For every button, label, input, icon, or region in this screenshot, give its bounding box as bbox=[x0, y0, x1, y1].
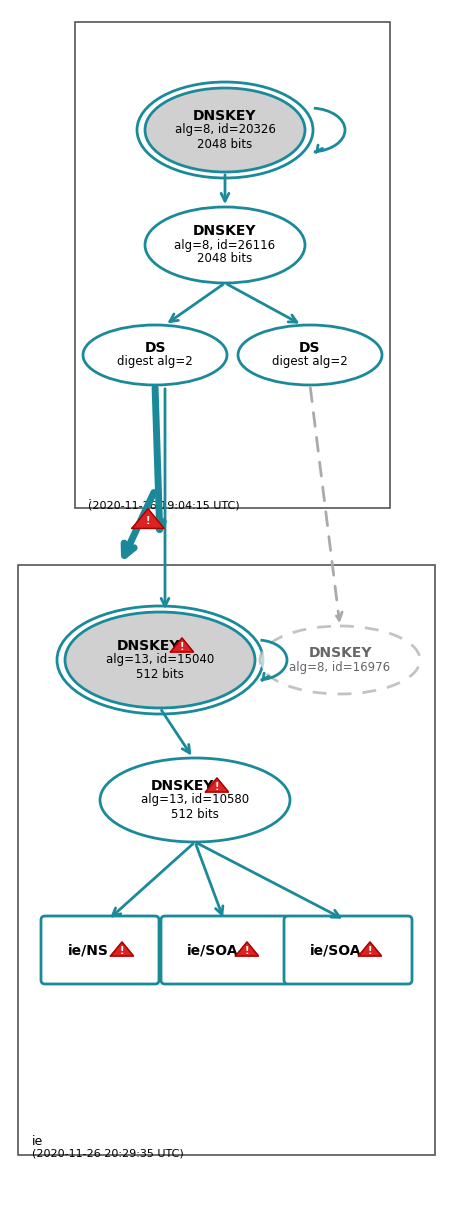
Text: alg=13, id=15040: alg=13, id=15040 bbox=[106, 653, 214, 666]
Text: ie/SOA: ie/SOA bbox=[187, 943, 239, 957]
Ellipse shape bbox=[100, 758, 290, 842]
Text: digest alg=2: digest alg=2 bbox=[117, 356, 193, 368]
Text: DNSKEY: DNSKEY bbox=[116, 639, 180, 653]
Text: !: ! bbox=[146, 515, 150, 526]
Ellipse shape bbox=[145, 88, 305, 173]
FancyBboxPatch shape bbox=[284, 916, 412, 984]
Text: DS: DS bbox=[299, 342, 321, 355]
Text: DS: DS bbox=[144, 342, 166, 355]
Text: ie: ie bbox=[32, 1135, 43, 1148]
Text: !: ! bbox=[368, 945, 372, 956]
Text: alg=8, id=16976: alg=8, id=16976 bbox=[290, 660, 391, 674]
Text: !: ! bbox=[245, 945, 249, 956]
Polygon shape bbox=[110, 941, 133, 956]
FancyBboxPatch shape bbox=[41, 916, 159, 984]
Text: DNSKEY: DNSKEY bbox=[193, 225, 257, 238]
Ellipse shape bbox=[83, 325, 227, 385]
Text: (2020-11-26 20:29:35 UTC): (2020-11-26 20:29:35 UTC) bbox=[32, 1148, 184, 1158]
Ellipse shape bbox=[145, 206, 305, 282]
Bar bbox=[75, 22, 390, 508]
Text: 512 bits: 512 bits bbox=[136, 667, 184, 681]
Polygon shape bbox=[359, 941, 382, 956]
Bar bbox=[18, 565, 435, 1155]
Text: alg=8, id=26116: alg=8, id=26116 bbox=[175, 239, 276, 251]
Text: (2020-11-26 19:04:15 UTC): (2020-11-26 19:04:15 UTC) bbox=[88, 501, 239, 511]
Ellipse shape bbox=[238, 325, 382, 385]
Text: 2048 bits: 2048 bits bbox=[198, 138, 253, 151]
Text: DNSKEY: DNSKEY bbox=[308, 646, 372, 660]
Polygon shape bbox=[132, 509, 164, 529]
Text: !: ! bbox=[180, 641, 184, 652]
Text: DNSKEY: DNSKEY bbox=[151, 779, 215, 793]
Text: !: ! bbox=[215, 781, 219, 792]
Ellipse shape bbox=[65, 612, 255, 709]
Text: ie/NS: ie/NS bbox=[68, 943, 108, 957]
Text: alg=8, id=20326: alg=8, id=20326 bbox=[175, 123, 276, 136]
FancyBboxPatch shape bbox=[161, 916, 289, 984]
Text: .: . bbox=[88, 490, 92, 503]
Text: !: ! bbox=[120, 945, 124, 956]
Text: 2048 bits: 2048 bits bbox=[198, 252, 253, 266]
Text: alg=13, id=10580: alg=13, id=10580 bbox=[141, 793, 249, 806]
Text: digest alg=2: digest alg=2 bbox=[272, 356, 348, 368]
Polygon shape bbox=[206, 779, 229, 792]
Polygon shape bbox=[235, 941, 258, 956]
Text: ie/SOA: ie/SOA bbox=[310, 943, 362, 957]
Text: DNSKEY: DNSKEY bbox=[193, 109, 257, 123]
Polygon shape bbox=[170, 639, 193, 652]
Ellipse shape bbox=[260, 626, 420, 694]
Text: 512 bits: 512 bits bbox=[171, 807, 219, 821]
